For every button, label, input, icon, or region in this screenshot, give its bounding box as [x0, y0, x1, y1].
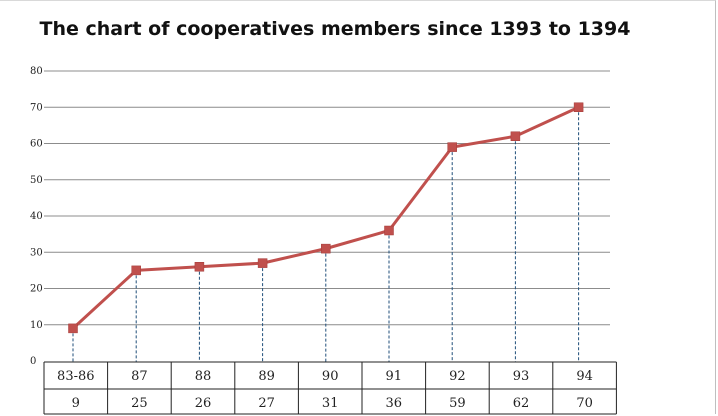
- data-markers: [68, 102, 584, 334]
- x-category-label: 93: [513, 369, 530, 384]
- x-category-label: 94: [576, 369, 593, 384]
- y-tick-label: 50: [30, 175, 43, 186]
- x-category-label: 92: [449, 369, 466, 384]
- x-category-label: 89: [258, 369, 275, 384]
- data-point-marker: [573, 102, 584, 112]
- y-tick-label: 40: [30, 211, 43, 222]
- data-value-label: 26: [195, 396, 212, 411]
- y-tick-label: 0: [30, 356, 36, 367]
- y-tick-label: 20: [30, 284, 43, 295]
- data-point-marker: [257, 258, 268, 268]
- x-category-label: 91: [386, 369, 403, 384]
- y-tick-label: 70: [30, 102, 43, 113]
- x-category-label: 88: [195, 369, 212, 384]
- drop-lines: [72, 107, 580, 362]
- y-tick-label: 80: [30, 66, 43, 77]
- data-point-marker: [510, 131, 521, 141]
- y-tick-label: 30: [30, 247, 43, 258]
- data-point-marker: [194, 262, 205, 272]
- data-value-label: 62: [513, 396, 530, 411]
- data-value-label: 36: [386, 396, 403, 411]
- chart-title: The chart of cooperatives members since …: [39, 18, 631, 40]
- data-value-label: 59: [449, 396, 466, 411]
- data-point-marker: [131, 265, 141, 276]
- data-point-marker: [68, 323, 78, 334]
- data-value-label: 25: [131, 396, 148, 411]
- data-table: 83-86 9 87 25 88 26 89 27 90 31 91 36 92 59 93 62 94 70: [43, 361, 617, 415]
- y-tick-label: 10: [30, 320, 43, 331]
- x-category-label: 83-86: [57, 369, 94, 384]
- y-tick-label: 60: [30, 139, 43, 150]
- data-point-marker: [384, 225, 394, 236]
- data-value-label: 31: [322, 396, 339, 411]
- gridlines: [44, 70, 610, 326]
- data-value-label: 70: [576, 396, 593, 411]
- data-point-marker: [447, 142, 457, 152]
- x-category-label: 90: [322, 369, 339, 384]
- x-category-label: 87: [131, 369, 148, 384]
- data-value-label: 27: [258, 396, 275, 411]
- data-value-label: 9: [72, 396, 80, 411]
- y-axis-ticks: 0 10 20 30 40 50 60 70 80: [30, 66, 43, 367]
- data-point-marker: [321, 243, 331, 254]
